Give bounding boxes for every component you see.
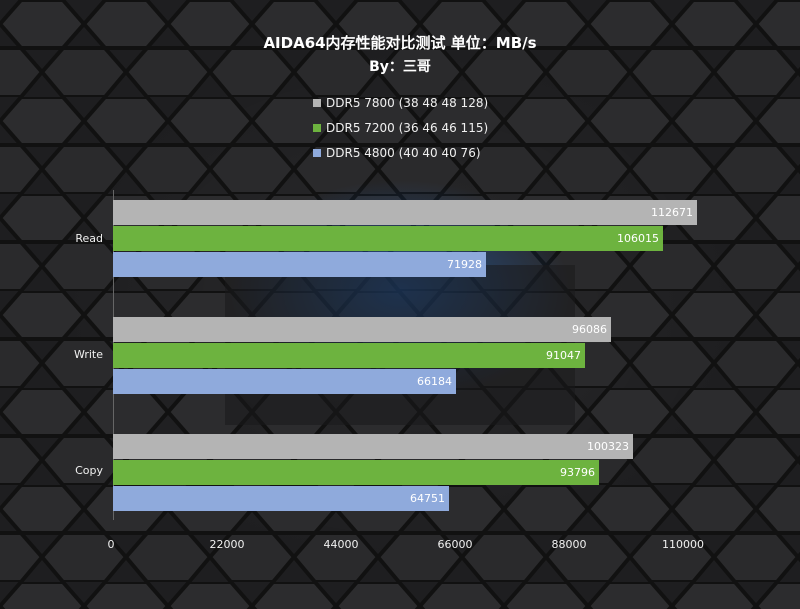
legend-swatch-icon <box>313 124 321 132</box>
bar-write-ddr5-7800: 96086 <box>113 317 611 342</box>
category-label-read: Read <box>75 232 103 245</box>
x-tick-label: 22000 <box>209 538 245 551</box>
bar-copy-ddr5-7200: 93796 <box>113 460 599 485</box>
legend-swatch-icon <box>313 149 321 157</box>
x-tick-label: 88000 <box>551 538 587 551</box>
data-label: 96086 <box>572 323 607 336</box>
legend-item-ddr5-7800: DDR5 7800 (38 48 48 128) <box>313 96 488 110</box>
bar-copy-ddr5-7800: 100323 <box>113 434 633 459</box>
data-label: 100323 <box>587 440 629 453</box>
data-label: 91047 <box>546 349 581 362</box>
data-label: 66184 <box>417 375 452 388</box>
x-tick-label: 66000 <box>437 538 473 551</box>
x-tick-label: 110000 <box>662 538 704 551</box>
data-label: 112671 <box>651 206 693 219</box>
data-label: 93796 <box>560 466 595 479</box>
chart-title: AIDA64内存性能对比测试 单位：MB/s <box>263 34 537 52</box>
legend-item-ddr5-4800: DDR5 4800 (40 40 40 76) <box>313 146 481 160</box>
plot-area: 112671 106015 71928 96086 91047 66184 10… <box>113 190 713 520</box>
legend-label: DDR5 7200 (36 46 46 115) <box>326 121 489 135</box>
x-tick-label: 0 <box>107 538 115 551</box>
legend-label: DDR5 4800 (40 40 40 76) <box>326 146 481 160</box>
category-label-write: Write <box>73 348 103 361</box>
category-label-copy: Copy <box>75 464 103 477</box>
x-tick-label: 44000 <box>323 538 359 551</box>
bar-read-ddr5-4800: 71928 <box>113 252 486 277</box>
data-label: 71928 <box>447 258 482 271</box>
bar-copy-ddr5-4800: 64751 <box>113 486 449 511</box>
data-label: 64751 <box>410 492 445 505</box>
bar-read-ddr5-7200: 106015 <box>113 226 663 251</box>
legend-swatch-icon <box>313 99 321 107</box>
legend-label: DDR5 7800 (38 48 48 128) <box>326 96 489 110</box>
bar-write-ddr5-7200: 91047 <box>113 343 585 368</box>
chart-subtitle: By：三哥 <box>369 59 431 75</box>
data-label: 106015 <box>617 232 659 245</box>
bar-read-ddr5-7800: 112671 <box>113 200 697 225</box>
bar-write-ddr5-4800: 66184 <box>113 369 456 394</box>
legend-item-ddr5-7200: DDR5 7200 (36 46 46 115) <box>313 121 488 135</box>
